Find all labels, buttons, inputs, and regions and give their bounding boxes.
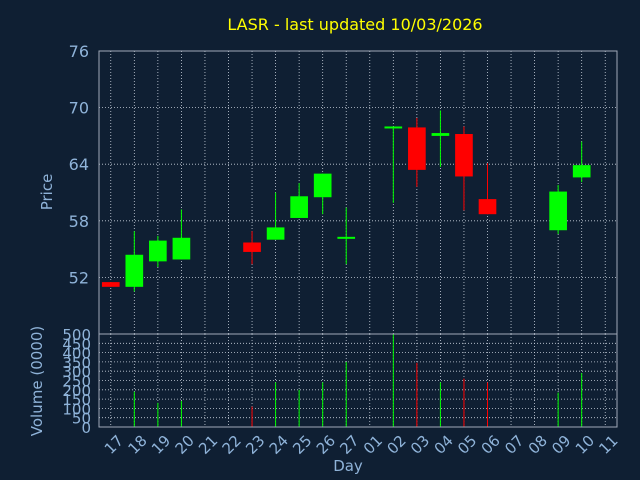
x-tick-label: 24	[266, 432, 292, 458]
chart-title: LASR - last updated 10/03/2026	[227, 15, 482, 34]
x-tick-label: 07	[501, 432, 527, 458]
x-axis-ticks: 1718192021222324252627010203040506070809…	[101, 432, 622, 458]
price-tick-label: 76	[69, 42, 89, 61]
price-tick-label: 70	[69, 99, 89, 118]
x-tick-label: 18	[124, 432, 150, 458]
x-tick-label: 21	[195, 432, 221, 458]
volume-tick-label: 300	[62, 363, 91, 381]
candle-body	[431, 133, 450, 136]
volume-bars	[133, 334, 583, 427]
volume-tick-label: 50	[72, 410, 91, 428]
candle-body	[266, 227, 285, 240]
candle-body	[549, 191, 567, 231]
candle-body	[478, 199, 497, 215]
x-tick-label: 22	[219, 432, 245, 458]
candle-body	[172, 237, 191, 260]
candle-body	[125, 254, 144, 287]
x-tick-label: 20	[172, 432, 198, 458]
x-tick-label: 01	[360, 432, 386, 458]
x-tick-label: 26	[313, 432, 339, 458]
volume-tick-label: 150	[62, 391, 91, 409]
volume-axis-label: Volume (0000)	[28, 326, 46, 436]
candles	[101, 110, 591, 292]
x-tick-label: 19	[148, 432, 174, 458]
volume-frame	[98, 333, 618, 428]
volume-tick-label: 400	[62, 345, 91, 363]
x-tick-label: 23	[242, 432, 268, 458]
price-panel: 52 58 64 70 76 Price	[38, 42, 618, 335]
candle-body	[337, 236, 356, 239]
volume-tick-label: 100	[62, 400, 91, 418]
candle-body	[243, 242, 261, 252]
candle-body	[101, 282, 120, 287]
candle-body	[384, 126, 403, 129]
x-tick-label: 04	[431, 432, 457, 458]
price-tick-label: 58	[69, 212, 89, 231]
candle-body	[455, 134, 473, 177]
volume-tick-label: 450	[62, 335, 91, 353]
x-tick-label: 03	[407, 432, 433, 458]
x-tick-label: 10	[572, 432, 598, 458]
candle-body	[313, 173, 332, 198]
candle-body	[408, 127, 426, 170]
candle-body	[572, 165, 591, 178]
volume-tick-label: 200	[62, 382, 91, 400]
price-grid	[99, 50, 617, 334]
x-tick-label: 02	[383, 432, 409, 458]
x-tick-label: 06	[478, 432, 504, 458]
candle-body	[149, 240, 167, 262]
volume-tick-label: 500	[62, 326, 91, 344]
x-tick-label: 17	[101, 432, 127, 458]
price-tick-label: 52	[69, 268, 89, 287]
volume-tick-label: 250	[62, 373, 91, 391]
price-y-ticks: 52 58 64 70 76	[69, 42, 89, 287]
price-frame	[98, 50, 618, 335]
volume-tick-label: 0	[81, 419, 91, 437]
x-tick-label: 08	[525, 432, 551, 458]
x-tick-label: 27	[336, 432, 362, 458]
x-tick-label: 09	[548, 432, 574, 458]
price-tick-label: 64	[69, 155, 89, 174]
x-axis-label: Day	[333, 457, 363, 475]
x-tick-label: 25	[289, 432, 315, 458]
candle-body	[290, 196, 308, 218]
volume-tick-label: 350	[62, 354, 91, 372]
volume-grid	[99, 333, 617, 428]
price-axis-label: Price	[38, 174, 56, 211]
x-tick-label: 11	[595, 432, 621, 458]
x-tick-label: 05	[454, 432, 480, 458]
